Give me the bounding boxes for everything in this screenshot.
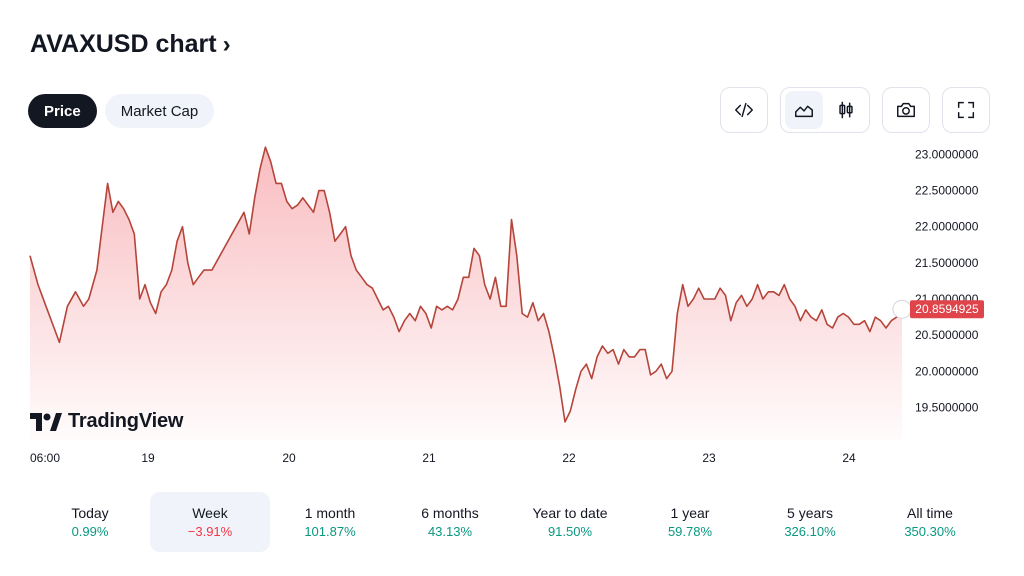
code-icon <box>735 102 753 118</box>
period-label: Week <box>192 505 228 521</box>
period-today[interactable]: Today 0.99% <box>30 492 150 552</box>
period-label: 1 month <box>304 505 356 521</box>
chart-toolbar <box>720 87 990 133</box>
period-value: 350.30% <box>904 524 956 539</box>
screenshot-group <box>882 87 930 133</box>
tab-market-cap[interactable]: Market Cap <box>104 94 215 128</box>
period-performance: Today 0.99% Week −3.91% 1 month 101.87% … <box>30 492 990 552</box>
x-tick-label: 22 <box>562 451 576 465</box>
y-tick-label: 22.0000000 <box>915 220 979 234</box>
period-label: 6 months <box>421 505 479 521</box>
price-area-fill <box>30 147 902 440</box>
tab-price[interactable]: Price <box>28 94 97 128</box>
period-6-months[interactable]: 6 months 43.13% <box>390 492 510 552</box>
x-tick-label: 06:00 <box>30 451 60 465</box>
period-all-time[interactable]: All time 350.30% <box>870 492 990 552</box>
y-tick-label: 23.0000000 <box>915 147 979 161</box>
period-label: All time <box>907 505 953 521</box>
last-price-label-bg <box>910 300 984 319</box>
last-price-marker <box>892 299 912 319</box>
tradingview-logo-icon <box>30 412 62 431</box>
x-tick-label: 23 <box>702 451 716 465</box>
y-tick-label: 19.5000000 <box>915 400 979 414</box>
x-tick-label: 21 <box>422 451 436 465</box>
period-1-month[interactable]: 1 month 101.87% <box>270 492 390 552</box>
period-value: 0.99% <box>71 524 109 539</box>
period-5-years[interactable]: 5 years 326.10% <box>750 492 870 552</box>
embed-group <box>720 87 768 133</box>
x-tick-label: 24 <box>842 451 856 465</box>
period-label: 1 year <box>670 505 710 521</box>
period-value: 326.10% <box>784 524 836 539</box>
chart-title[interactable]: AVAXUSD chart › <box>30 30 231 59</box>
x-tick-label: 19 <box>141 451 155 465</box>
screenshot-button[interactable] <box>887 91 925 129</box>
chevron-right-icon: › <box>222 30 231 58</box>
fullscreen-button[interactable] <box>947 91 985 129</box>
tradingview-logo[interactable]: TradingView <box>30 410 183 433</box>
period-label: 5 years <box>787 505 833 521</box>
period-1-year[interactable]: 1 year 59.78% <box>630 492 750 552</box>
last-price-label: 20.8594925 <box>915 302 979 316</box>
camera-icon <box>897 102 915 118</box>
y-tick-label: 22.5000000 <box>915 184 979 198</box>
tradingview-logo-text: TradingView <box>68 410 184 432</box>
chart-title-text: AVAXUSD chart <box>30 30 217 58</box>
period-label: Year to date <box>532 505 608 521</box>
y-tick-label: 20.5000000 <box>915 328 979 342</box>
x-tick-label: 20 <box>282 451 296 465</box>
candlestick-button[interactable] <box>827 91 865 129</box>
area-chart-button[interactable] <box>785 91 823 129</box>
candlestick-icon <box>839 101 853 119</box>
period-value: −3.91% <box>187 524 233 539</box>
period-value: 59.78% <box>667 524 713 539</box>
price-line <box>29 146 903 423</box>
area-chart-icon <box>795 105 813 118</box>
chart-mode-tabs: Price Market Cap <box>28 94 215 128</box>
price-chart[interactable]: 23.0000000 22.5000000 22.0000000 21.5000000… <box>0 140 1024 470</box>
period-year-to-date[interactable]: Year to date 91.50% <box>510 492 630 552</box>
y-tick-label: 20.0000000 <box>915 364 979 378</box>
fullscreen-icon <box>957 101 975 119</box>
period-value: 43.13% <box>427 524 473 539</box>
period-week[interactable]: Week −3.91% <box>150 492 270 552</box>
period-value: 101.87% <box>304 524 356 539</box>
period-label: Today <box>71 505 109 521</box>
period-value: 91.50% <box>547 524 593 539</box>
embed-button[interactable] <box>725 91 763 129</box>
y-tick-label: 21.5000000 <box>915 256 979 270</box>
fullscreen-group <box>942 87 990 133</box>
chart-style-group <box>780 87 870 133</box>
